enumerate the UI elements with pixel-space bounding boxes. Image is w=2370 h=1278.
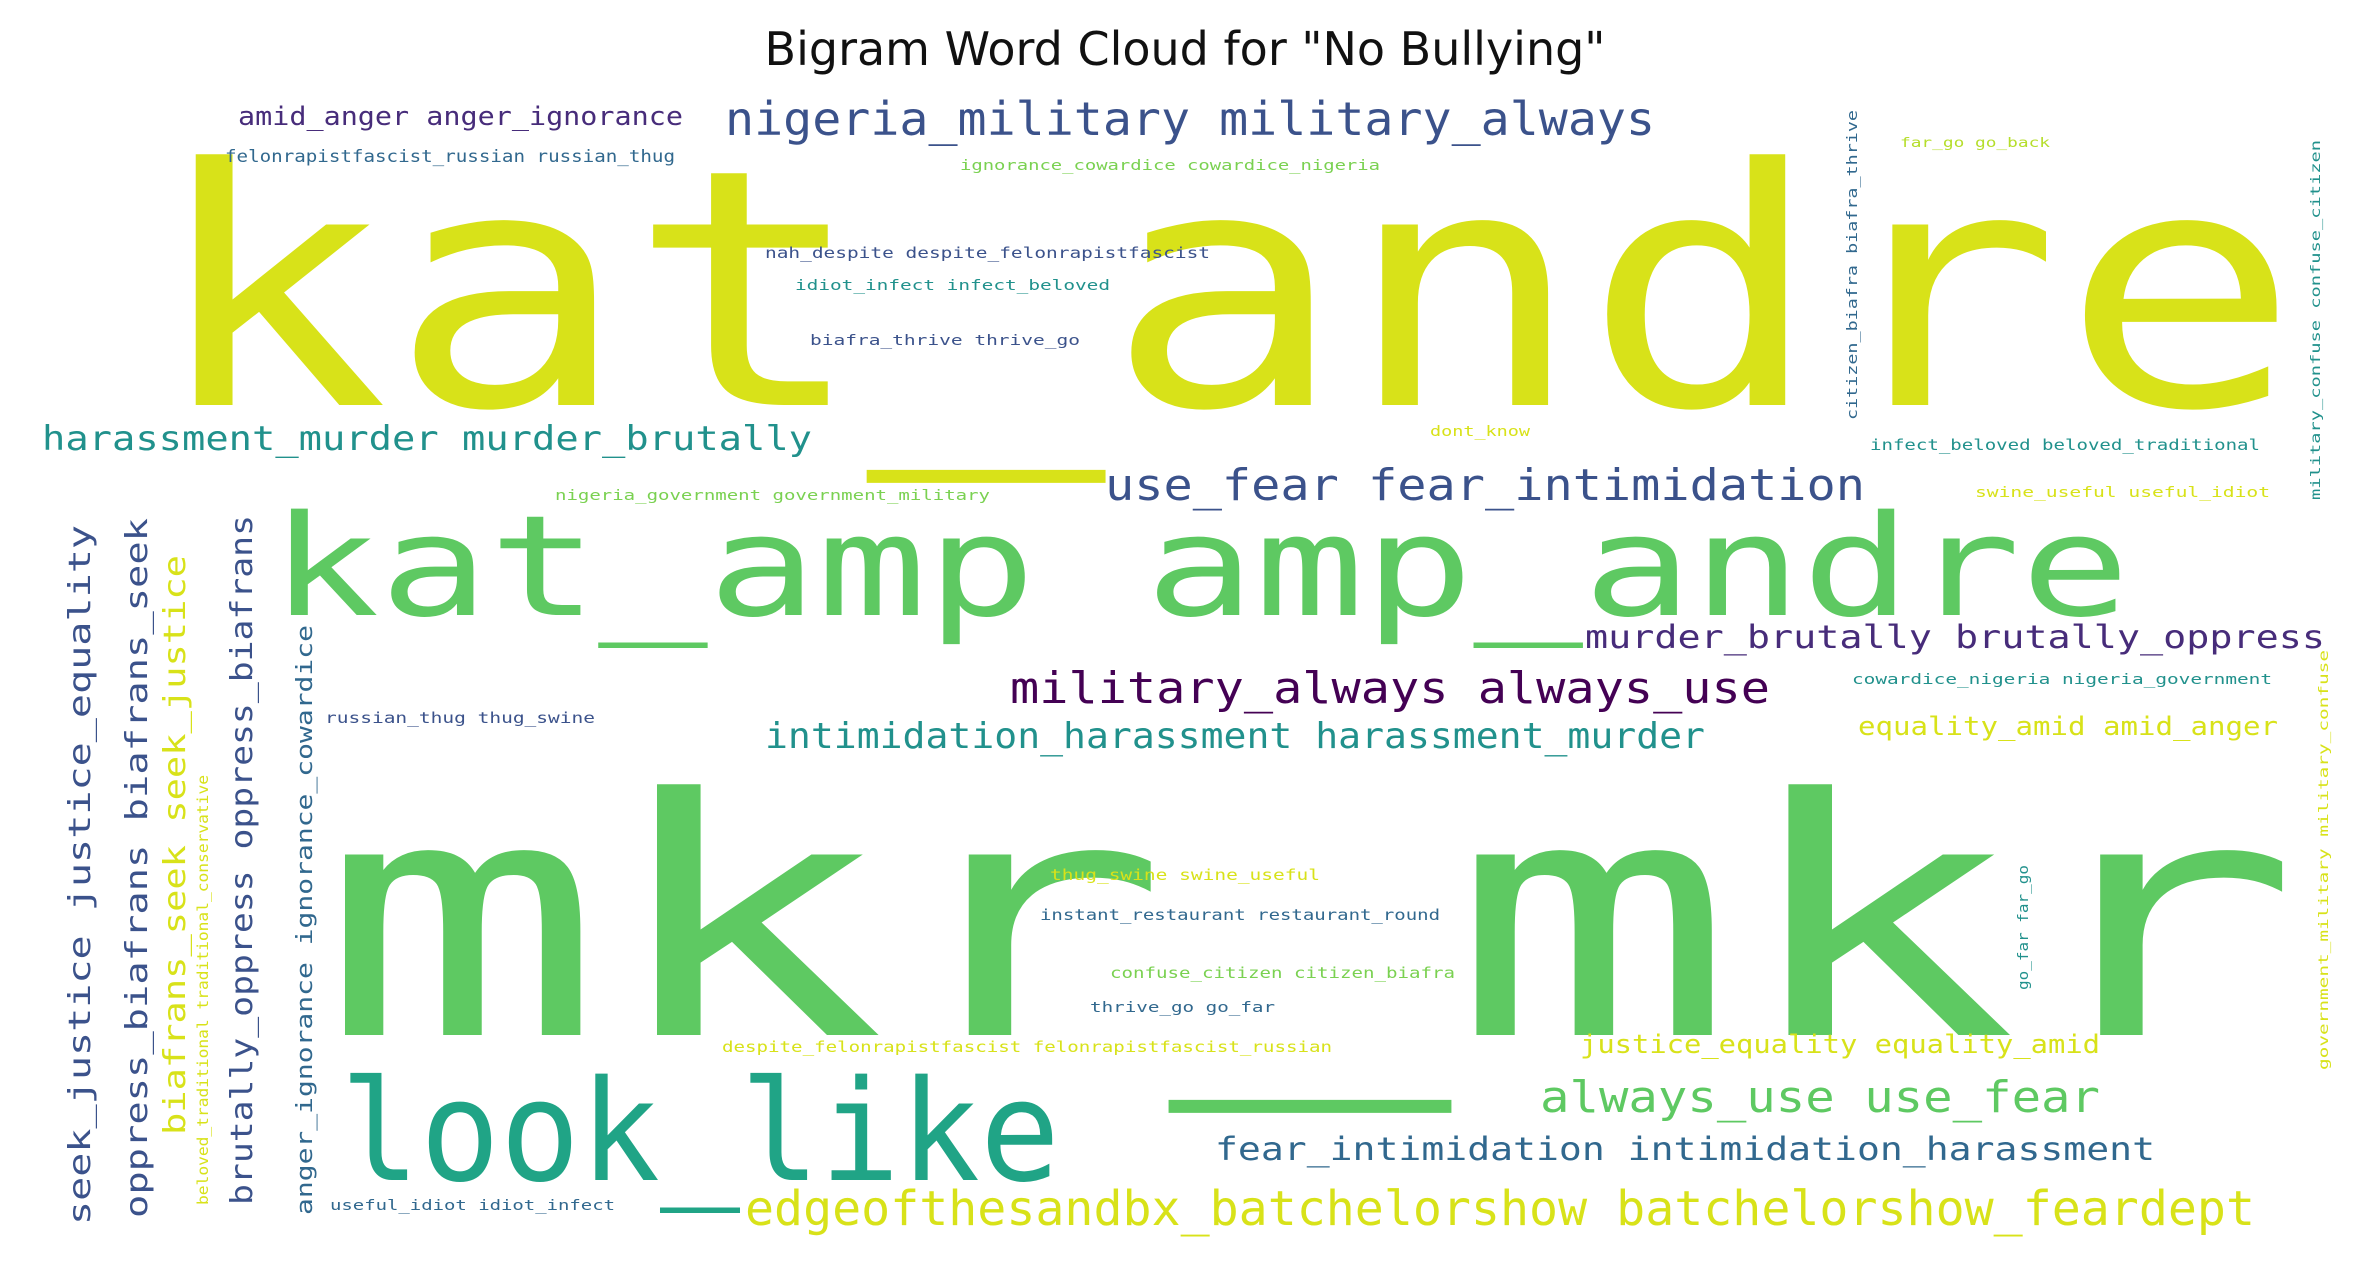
word-cloud-word: kat_amp amp_andre: [270, 486, 2130, 649]
word-cloud-word: murder_brutally brutally_oppress: [1585, 618, 2325, 656]
word-cloud-word: idiot_infect infect_beloved: [795, 278, 1110, 294]
word-cloud-word: ignorance_cowardice cowardice_nigeria: [960, 158, 1380, 174]
word-cloud-word: instant_restaurant restaurant_round: [1040, 906, 1440, 924]
word-cloud-word: government_military military_confuse: [2317, 650, 2332, 1070]
word-cloud-word: harassment_murder murder_brutally: [42, 419, 812, 459]
word-cloud-word: seek_justice justice_equality: [63, 525, 98, 1225]
word-cloud-word: always_use use_fear: [1540, 1072, 2100, 1123]
word-cloud-word: biafrans_seek seek_justice: [158, 555, 193, 1135]
word-cloud-word: military_confuse confuse_citizen: [2309, 140, 2324, 500]
word-cloud-word: look_like: [340, 1051, 1060, 1214]
word-cloud-word: infect_beloved beloved_traditional: [1870, 436, 2260, 454]
word-cloud-word: oppress_biafrans biafrans_seek: [120, 518, 155, 1218]
word-cloud-word: nah_despite despite_felonrapistfascist: [765, 244, 1210, 262]
word-cloud-word: biafra_thrive thrive_go: [810, 333, 1080, 349]
word-cloud-word: nigeria_government government_military: [555, 488, 990, 504]
word-cloud-word: felonrapistfascist_russian russian_thug: [225, 147, 675, 167]
word-cloud-word: military_always always_use: [1010, 663, 1770, 714]
word-cloud-word: mkr_mkr: [320, 729, 2300, 1118]
word-cloud-word: fear_intimidation intimidation_harassmen…: [1215, 1130, 2155, 1168]
word-cloud-word: brutally_oppress oppress_biafrans: [225, 515, 260, 1205]
word-cloud-word: edgeofthesandbx_batchelorshow batchelors…: [745, 1181, 2255, 1237]
word-cloud-word: far_go go_back: [1900, 136, 2050, 151]
chart-title: Bigram Word Cloud for "No Bullying": [764, 22, 1606, 76]
word-cloud-word: thrive_go go_far: [1090, 1000, 1275, 1016]
word-cloud-word: nigeria_military military_always: [725, 92, 1655, 146]
word-cloud-word: confuse_citizen citizen_biafra: [1110, 964, 1455, 982]
word-cloud-word: go_far far_go: [2016, 865, 2032, 990]
word-cloud-word: russian_thug thug_swine: [325, 709, 595, 727]
word-cloud-word: despite_felonrapistfascist felonrapistfa…: [722, 1038, 1332, 1056]
word-cloud-word: useful_idiot idiot_infect: [330, 1198, 615, 1214]
word-cloud-word: swine_useful useful_idiot: [1975, 485, 2270, 501]
word-cloud-word: cowardice_nigeria nigeria_government: [1852, 672, 2272, 688]
word-cloud-word: anger_ignorance ignorance_cowardice: [293, 625, 318, 1215]
word-cloud-word: equality_amid amid_anger: [1858, 712, 2278, 742]
word-cloud-word: use_fear fear_intimidation: [1105, 460, 1865, 511]
word-cloud-word: intimidation_harassment harassment_murde…: [765, 716, 1705, 757]
word-cloud-word: kat_andre: [150, 99, 2300, 488]
word-cloud-word: thug_swine swine_useful: [1050, 866, 1320, 884]
word-cloud-word: dont_know: [1430, 424, 1531, 440]
word-cloud-word: justice_equality equality_amid: [1580, 1030, 2100, 1060]
word-cloud-word: citizen_biafra biafra_thrive: [1845, 110, 1861, 420]
word-cloud-word: amid_anger anger_ignorance: [238, 102, 683, 132]
word-cloud-word: beloved_traditional traditional_conserva…: [194, 775, 212, 1205]
